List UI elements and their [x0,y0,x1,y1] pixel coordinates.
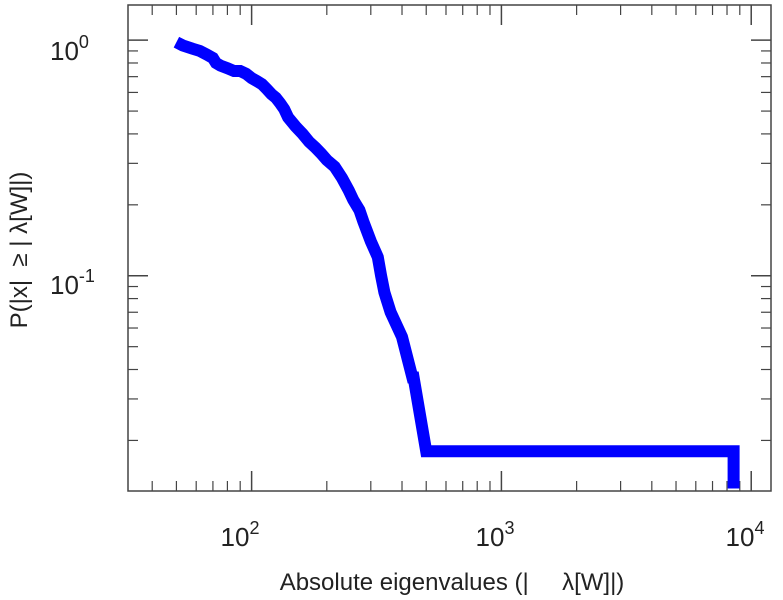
minor-ticks [128,5,771,491]
x-tick-label-10000: 104 [726,518,765,552]
x-tick-labels: 102 103 104 [221,518,765,552]
major-ticks [128,5,771,491]
series-layer [173,36,740,489]
x-tick-label-100: 102 [221,518,260,552]
series-line-0 [173,36,740,489]
y-tick-label-0.1: 10-1 [50,266,95,300]
y-tick-label-1: 100 [50,32,89,66]
x-axis-label: Absolute eigenvalues (| λ[W]|) [280,569,625,596]
plot-frame [127,4,772,492]
y-tick-labels: 100 10-1 [50,32,95,300]
x-tick-label-1000: 103 [476,518,515,552]
y-axis-label: P(|x| ≥ | λ[W]|) [6,172,33,329]
